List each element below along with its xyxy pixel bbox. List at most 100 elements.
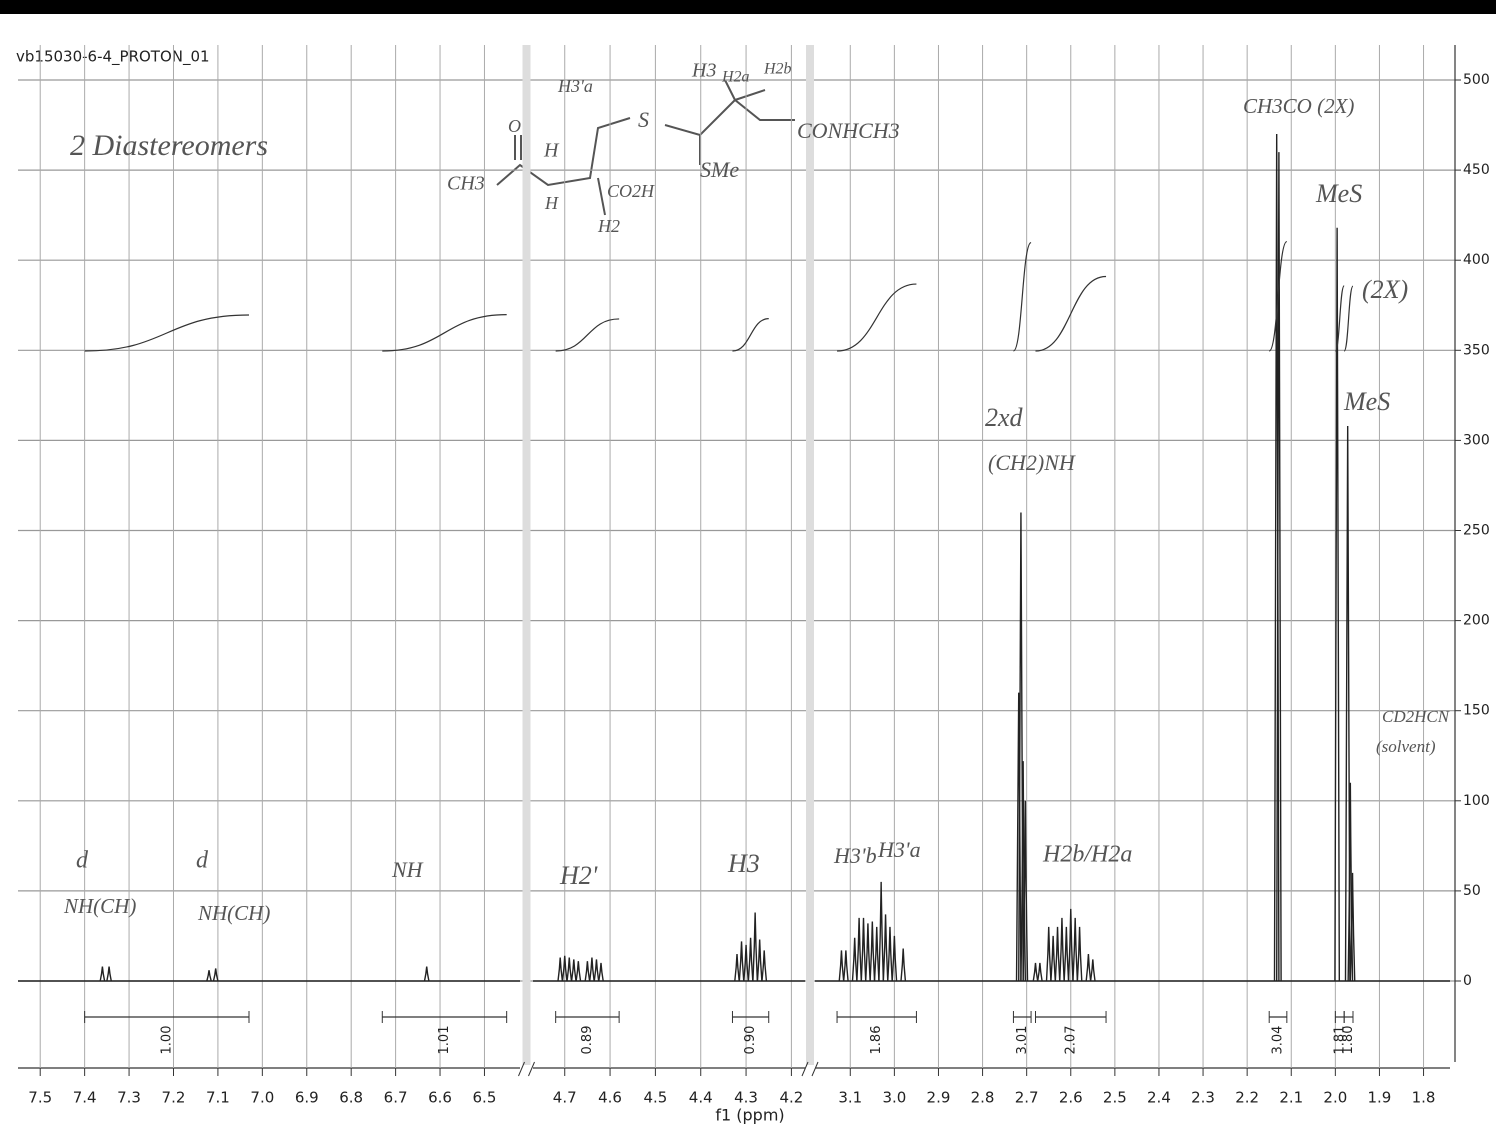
structure-label: H3: [691, 60, 716, 82]
annotation: CH3CO (2X): [1243, 94, 1354, 118]
x-tick-label: 7.1: [206, 1089, 230, 1107]
peak: [1334, 227, 1341, 982]
peak: [1045, 926, 1052, 982]
peak: [878, 881, 885, 982]
x-tick-label: 6.7: [384, 1089, 408, 1107]
integral-curve: [837, 283, 917, 352]
x-tick-label: 3.0: [882, 1089, 906, 1107]
structure-bonds: [496, 79, 795, 216]
peak: [584, 961, 591, 982]
x-tick-label: 7.0: [250, 1089, 274, 1107]
structure-label: H: [543, 140, 560, 162]
y-tick-label: 400: [1463, 252, 1490, 268]
peak: [570, 959, 577, 982]
x-tick-label: 4.7: [553, 1089, 577, 1107]
integral-curve: [84, 314, 250, 352]
x-tick-label: 4.4: [689, 1089, 713, 1107]
structure-label: H2b: [763, 61, 792, 78]
x-tick-label: 4.6: [598, 1089, 622, 1107]
peak: [856, 917, 862, 982]
peak: [557, 957, 564, 982]
y-tick-label: 450: [1463, 162, 1490, 178]
annotation: (2X): [1362, 275, 1408, 304]
peak: [838, 950, 845, 982]
peak: [1276, 152, 1282, 982]
integral-label: 2.07: [1063, 1026, 1078, 1055]
integral-curve: [732, 318, 769, 352]
x-tick-label: 2.6: [1059, 1089, 1083, 1107]
peak: [869, 921, 876, 982]
peak: [756, 939, 763, 982]
x-tick-label: 6.6: [428, 1089, 452, 1107]
x-tick-label: 2.3: [1191, 1089, 1215, 1107]
integral-label: 1.86: [869, 1026, 884, 1055]
peak: [882, 914, 889, 982]
structure-label: H2: [597, 216, 620, 236]
annotation: H2b/H2a: [1042, 842, 1132, 868]
integral-label: 1.81: [1332, 1026, 1347, 1055]
x-tick-label: 7.2: [162, 1089, 186, 1107]
x-tick-label: 7.4: [73, 1089, 97, 1107]
integral-curve: [1035, 275, 1107, 352]
peak: [1344, 425, 1351, 982]
structure-label: CH3: [447, 173, 485, 195]
annotation: d: [76, 848, 89, 874]
x-tick-label: 6.8: [339, 1089, 363, 1107]
peak: [887, 926, 893, 982]
structure-label: H: [544, 193, 559, 213]
annotation: H3'a: [877, 837, 921, 862]
peak: [598, 962, 604, 982]
annotation: H3'b: [833, 843, 877, 868]
peak: [734, 953, 740, 982]
peak: [860, 917, 867, 982]
x-tick-label: 1.8: [1412, 1089, 1436, 1107]
peak: [206, 970, 212, 982]
integral-label: 3.04: [1271, 1026, 1286, 1055]
y-tick-label: 100: [1463, 793, 1490, 809]
annotation: MeS: [1343, 387, 1390, 416]
segment-break: [522, 45, 531, 1065]
annotation: MeS: [1315, 179, 1362, 208]
integral-label: 0.90: [743, 1026, 758, 1055]
integral-curve: [1334, 285, 1345, 352]
integral-curve: [382, 314, 507, 352]
x-axis-label: f1 (ppm): [715, 1106, 784, 1125]
peak: [593, 959, 600, 982]
x-tick-label: 1.9: [1368, 1089, 1392, 1107]
structure-label: O: [508, 116, 521, 136]
x-tick-label: 4.3: [734, 1089, 758, 1107]
peak: [566, 957, 573, 982]
annotation: NH(CH): [63, 894, 136, 918]
x-tick-label: 2.7: [1015, 1089, 1039, 1107]
x-tick-label: 2.8: [971, 1089, 995, 1107]
y-tick-label: 150: [1463, 703, 1490, 719]
integral-label: 0.89: [580, 1026, 595, 1055]
structure-label: CONHCH3: [797, 118, 900, 143]
segment-break: [806, 45, 814, 1065]
peak: [1072, 917, 1079, 982]
peak: [423, 966, 430, 982]
x-tick-label: 2.9: [927, 1089, 951, 1107]
x-tick-label: 2.1: [1279, 1089, 1303, 1107]
y-tick-label: 350: [1463, 342, 1490, 358]
peak: [1015, 692, 1022, 982]
integral-label: 1.01: [437, 1026, 452, 1055]
x-tick-label: 3.1: [838, 1089, 862, 1107]
structure-label: H2a: [721, 69, 750, 86]
plot: 0 50 100 150 200 250 300 350 400 450 500 7.5 7.4 7.3 7…: [18, 45, 1490, 1107]
annotation: NH(CH): [197, 901, 270, 925]
annotation: (CH2)NH: [988, 450, 1076, 475]
y-tick-label: 200: [1463, 613, 1490, 629]
peak: [212, 968, 219, 982]
integral-curve: [1343, 285, 1354, 352]
x-tick-label: 2.5: [1103, 1089, 1127, 1107]
x-tick-label: 4.5: [643, 1089, 667, 1107]
peak: [99, 966, 106, 982]
peak: [738, 941, 745, 982]
peak: [761, 950, 768, 982]
y-tick-label: 500: [1463, 72, 1490, 88]
integral-label: 1.00: [159, 1026, 174, 1055]
peak: [1067, 908, 1074, 982]
peak: [865, 923, 871, 982]
peak: [900, 948, 907, 982]
